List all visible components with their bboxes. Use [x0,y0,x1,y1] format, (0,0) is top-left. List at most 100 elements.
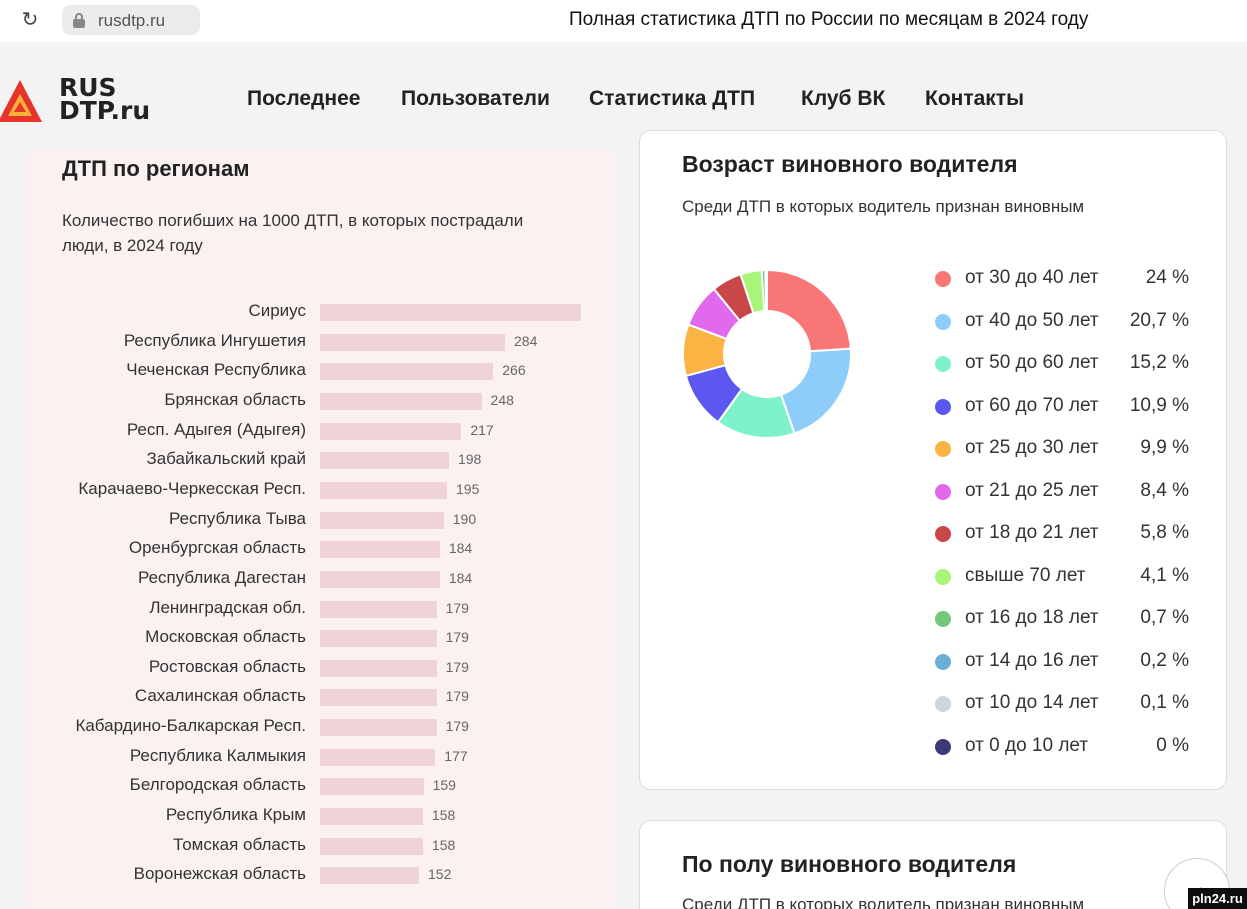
bar [320,808,423,826]
logo-triangle-icon[interactable] [0,78,44,124]
legend-swatch [935,696,951,712]
bar-value-label: 179 [445,658,469,675]
legend-item: свыше 70 лет 4,1 % [935,562,1195,592]
legend-label: от 18 до 21 лет [965,522,1099,543]
legend-swatch [935,611,951,627]
bar-label: Сахалинская область [134,686,306,706]
legend-item: от 25 до 30 лет 9,9 % [935,434,1195,464]
bar-value-label: 179 [445,599,469,616]
legend-item: от 40 до 50 лет 20,7 % [935,307,1195,337]
bar-label: Республика Тыва [169,508,306,528]
bar-label: Оренбургская область [128,538,306,558]
nav-item-statistics[interactable]: Статистика ДТП [589,87,756,110]
bar [320,363,494,381]
bar-row: Республика Дагестан 184 [28,564,615,594]
legend-item: от 10 до 14 лет 0,1 % [935,689,1195,719]
legend-percent: 4,1 % [1140,564,1189,586]
bar [320,630,437,648]
legend-swatch [935,483,951,500]
bar-row: Оренбургская область 184 [28,534,615,564]
legend-swatch [935,568,951,585]
gender-card: По полу виновного водителя Среди ДТП в к… [639,820,1227,909]
bar-label: Чеченская Республика [126,360,306,380]
legend-percent: 20,7 % [1129,309,1189,331]
logo-text[interactable]: RUS DTP.ru [59,75,150,123]
bar-row: Московская область 179 [28,623,615,653]
bar-row: Чеченская Республика 266 [28,356,615,386]
bar-row: Ленинградская обл. 179 [28,594,615,624]
donut-slice [766,268,852,353]
legend-percent: 0,7 % [1140,607,1189,628]
bar [320,867,419,885]
bar-label: Республика Дагестан [137,567,306,587]
legend-swatch [935,738,951,755]
bar-label: Воронежская область [133,864,306,884]
bar-row: Брянская область 248 [28,386,615,416]
gender-subtitle: Среди ДТП в которых водитель признан вин… [682,895,1085,909]
legend-percent: 10,9 % [1129,394,1189,416]
bar-label: Карачаево-Черкесская Респ. [78,478,306,498]
bar [320,452,449,470]
bar-row: Забайкальский край 198 [28,445,615,475]
nav-item-users[interactable]: Пользователи [401,87,550,110]
legend-label: от 40 до 50 лет [965,309,1099,331]
bar [320,719,437,737]
legend-percent: 24 % [1145,267,1189,288]
legend-swatch [935,313,951,330]
reload-icon[interactable]: ↻ [21,9,39,31]
bar [320,422,462,440]
bar-row: Томская область 158 [28,831,615,861]
bar-row: Белгородская область 159 [28,771,615,801]
legend-label: от 21 до 25 лет [965,479,1099,501]
bar-label: Белгородская область [129,775,306,795]
legend-swatch [935,526,951,542]
legend-label: от 50 до 60 лет [965,352,1099,373]
bar [320,600,437,618]
browser-toolbar: ↻ rusdtp.ru Полная статистика ДТП по Рос… [0,0,1247,42]
nav-item-contacts[interactable]: Контакты [925,87,1025,110]
legend-label: от 60 до 70 лет [965,394,1099,416]
bar-value-label: 266 [502,362,526,379]
legend-percent: 15,2 % [1129,352,1189,373]
age-subtitle: Среди ДТП в которых водитель признан вин… [682,197,1085,216]
legend-item: от 14 до 16 лет 0,2 % [935,647,1195,677]
bar-value-label: 195 [456,480,480,497]
legend-swatch [935,271,951,287]
legend-percent: 0,2 % [1140,649,1189,671]
legend-label: от 10 до 14 лет [965,692,1099,713]
bar-value-label: 158 [431,807,456,824]
bar-value-label: 159 [432,777,456,794]
bar-label: Московская область [145,627,306,647]
legend-item: от 0 до 10 лет 0 % [935,732,1195,762]
bar-value-label: 248 [490,391,514,408]
bar-label: Республика Ингушетия [123,330,306,350]
bar [320,837,423,855]
bar [320,392,482,410]
bar-label: Республика Калмыкия [129,745,306,765]
bar-value-label: 198 [457,451,482,468]
site-header: RUS DTP.ru Последнее Пользователи Статис… [0,42,1247,148]
gender-title: По полу виновного водителя [682,851,1017,877]
bar-row: Кабардино-Балкарская Респ. 179 [28,712,615,742]
legend-swatch [935,441,951,457]
legend-percent: 8,4 % [1140,479,1189,501]
legend-percent: 0,1 % [1140,692,1189,713]
legend-label: от 16 до 18 лет [965,607,1099,628]
nav-item-vk-club[interactable]: Клуб ВК [801,87,886,110]
legend-swatch [935,398,951,415]
bar-label: Брянская область [164,389,306,409]
legend-percent: 5,8 % [1140,522,1189,543]
bar-value-label: 217 [470,421,494,438]
bar-value-label: 179 [445,718,469,735]
lock-icon [73,13,85,28]
nav-item-latest[interactable]: Последнее [247,87,361,110]
legend-item: от 60 до 70 лет 10,9 % [935,392,1195,422]
donut-slice [779,347,852,435]
bar [320,511,444,529]
bar-row: Сириус [28,297,615,327]
legend-swatch [935,653,951,670]
bar-value-label: 190 [452,510,477,527]
bar-row: Республика Крым 158 [28,801,615,831]
bar [320,659,437,677]
address-bar[interactable]: rusdtp.ru [62,5,200,35]
